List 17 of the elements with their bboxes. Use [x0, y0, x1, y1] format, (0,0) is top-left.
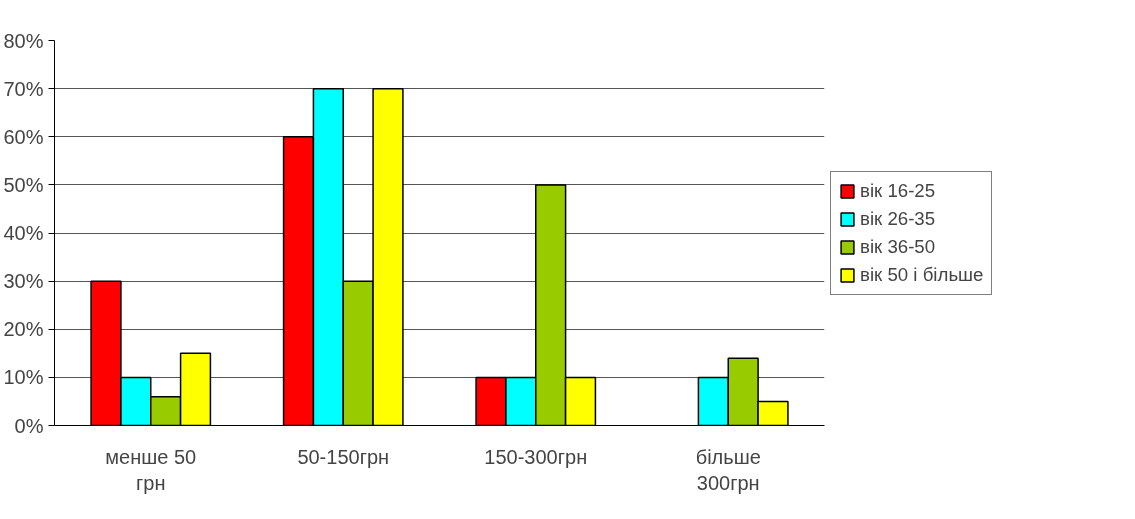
x-tick-label: менше 50 грн	[105, 445, 197, 494]
x-tick-label: більше 300грн	[695, 445, 761, 494]
y-tick-label: 30%	[3, 270, 44, 293]
x-tick-label: 150-300грн	[484, 445, 588, 468]
y-tick-label: 70%	[3, 77, 44, 100]
legend-label: вік 50 і більше	[860, 263, 984, 286]
y-tick-label: 80%	[3, 29, 44, 52]
legend-label: вік 26-35	[860, 207, 936, 230]
legend-label: вік 16-25	[860, 179, 936, 202]
x-tick-label: 50-150грн	[297, 445, 390, 468]
y-tick-label: 0%	[14, 414, 44, 437]
y-tick-label: 50%	[3, 173, 44, 196]
y-tick-label: 10%	[3, 366, 44, 389]
y-tick-label: 60%	[3, 125, 44, 148]
y-tick-label: 20%	[3, 318, 44, 341]
y-tick-label: 40%	[3, 222, 44, 244]
legend-label: вік 36-50	[860, 235, 936, 258]
